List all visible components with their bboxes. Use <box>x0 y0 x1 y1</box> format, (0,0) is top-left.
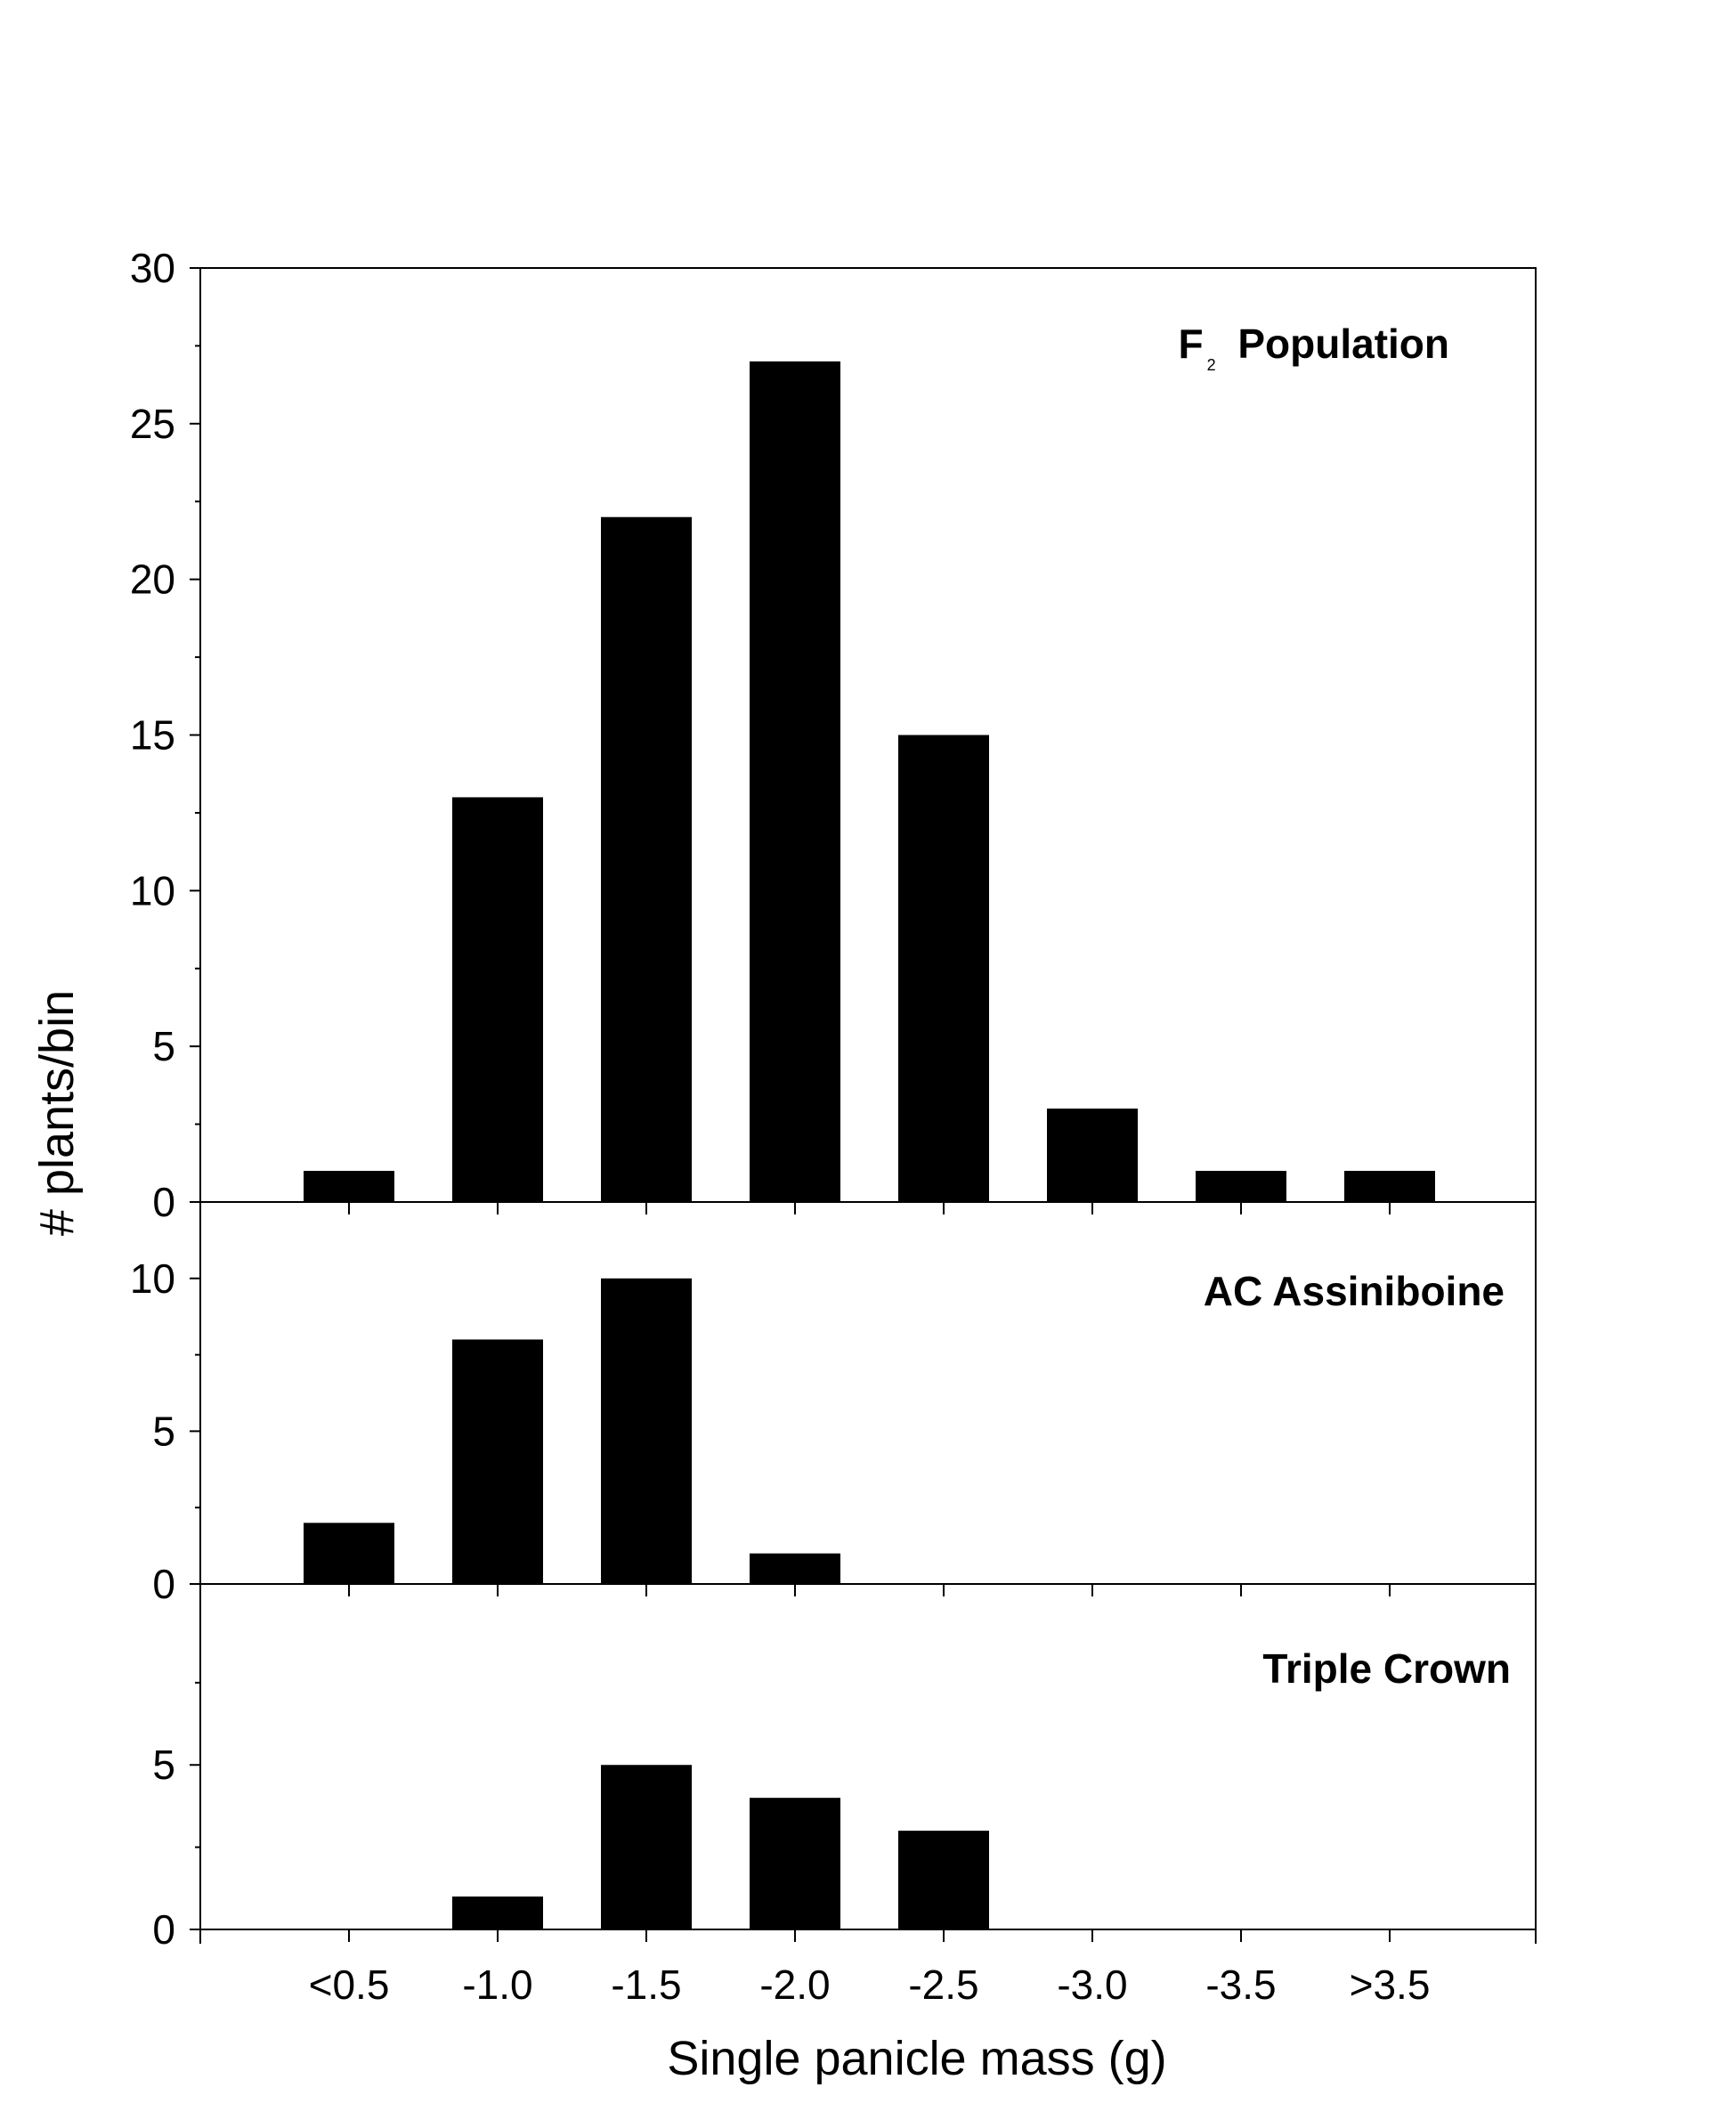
x-tick-label-6: -3.0 <box>1057 1961 1127 2008</box>
x-tick-label-8: >3.5 <box>1350 1961 1431 2008</box>
bar-3-2 <box>452 1897 543 1929</box>
bar-3-3 <box>601 1765 692 1929</box>
bar-3-5 <box>898 1831 989 1929</box>
y-tick-label-1-3: 10 <box>130 867 175 914</box>
y-tick-label-3-2: 5 <box>152 1742 175 1788</box>
bar-2-4 <box>750 1553 840 1584</box>
y-tick-label-2-3: 10 <box>130 1255 175 1302</box>
bar-1-3 <box>601 516 692 1202</box>
bar-1-7 <box>1196 1171 1286 1202</box>
bar-2-3 <box>601 1278 692 1584</box>
y-tick-label-1-7: 30 <box>130 245 175 291</box>
y-tick-label-1-2: 5 <box>152 1023 175 1069</box>
x-tick-label-4: -2.0 <box>759 1961 830 2008</box>
bar-3-4 <box>750 1798 840 1929</box>
y-tick-label-2-1: 0 <box>152 1561 175 1607</box>
x-tick-label-7: -3.5 <box>1205 1961 1276 2008</box>
x-tick-label-3: -1.5 <box>611 1961 681 2008</box>
y-tick-label-1-1: 0 <box>152 1179 175 1225</box>
x-tick-label-1: <0.5 <box>309 1961 390 2008</box>
y-tick-label-1-4: 15 <box>130 712 175 759</box>
y-tick-label-3-1: 0 <box>152 1906 175 1953</box>
x-axis-label: Single panicle mass (g) <box>667 2032 1166 2085</box>
bar-1-6 <box>1047 1109 1138 1202</box>
bar-1-5 <box>898 735 989 1202</box>
bar-1-8 <box>1344 1171 1435 1202</box>
bar-1-4 <box>750 361 840 1202</box>
panel-title-2: AC Assiniboine <box>1204 1268 1505 1314</box>
bar-1-2 <box>452 797 543 1202</box>
panel-title-3: Triple Crown <box>1262 1645 1511 1692</box>
bar-2-1 <box>304 1523 394 1584</box>
y-axis-label: # plants/bin <box>30 990 84 1236</box>
y-tick-label-1-6: 25 <box>130 401 175 447</box>
x-tick-label-2: -1.0 <box>462 1961 532 2008</box>
bar-1-1 <box>304 1171 394 1202</box>
plot-area: 0 5 10 15 20 25 30 F 2 Population 0 5 10 AC Assinibo… <box>130 245 1537 2008</box>
y-tick-label-2-2: 5 <box>152 1408 175 1454</box>
x-tick-label-5: -2.5 <box>908 1961 978 2008</box>
plot-frame <box>199 267 1537 1930</box>
y-tick-label-1-5: 20 <box>130 556 175 603</box>
bar-2-2 <box>452 1339 543 1584</box>
